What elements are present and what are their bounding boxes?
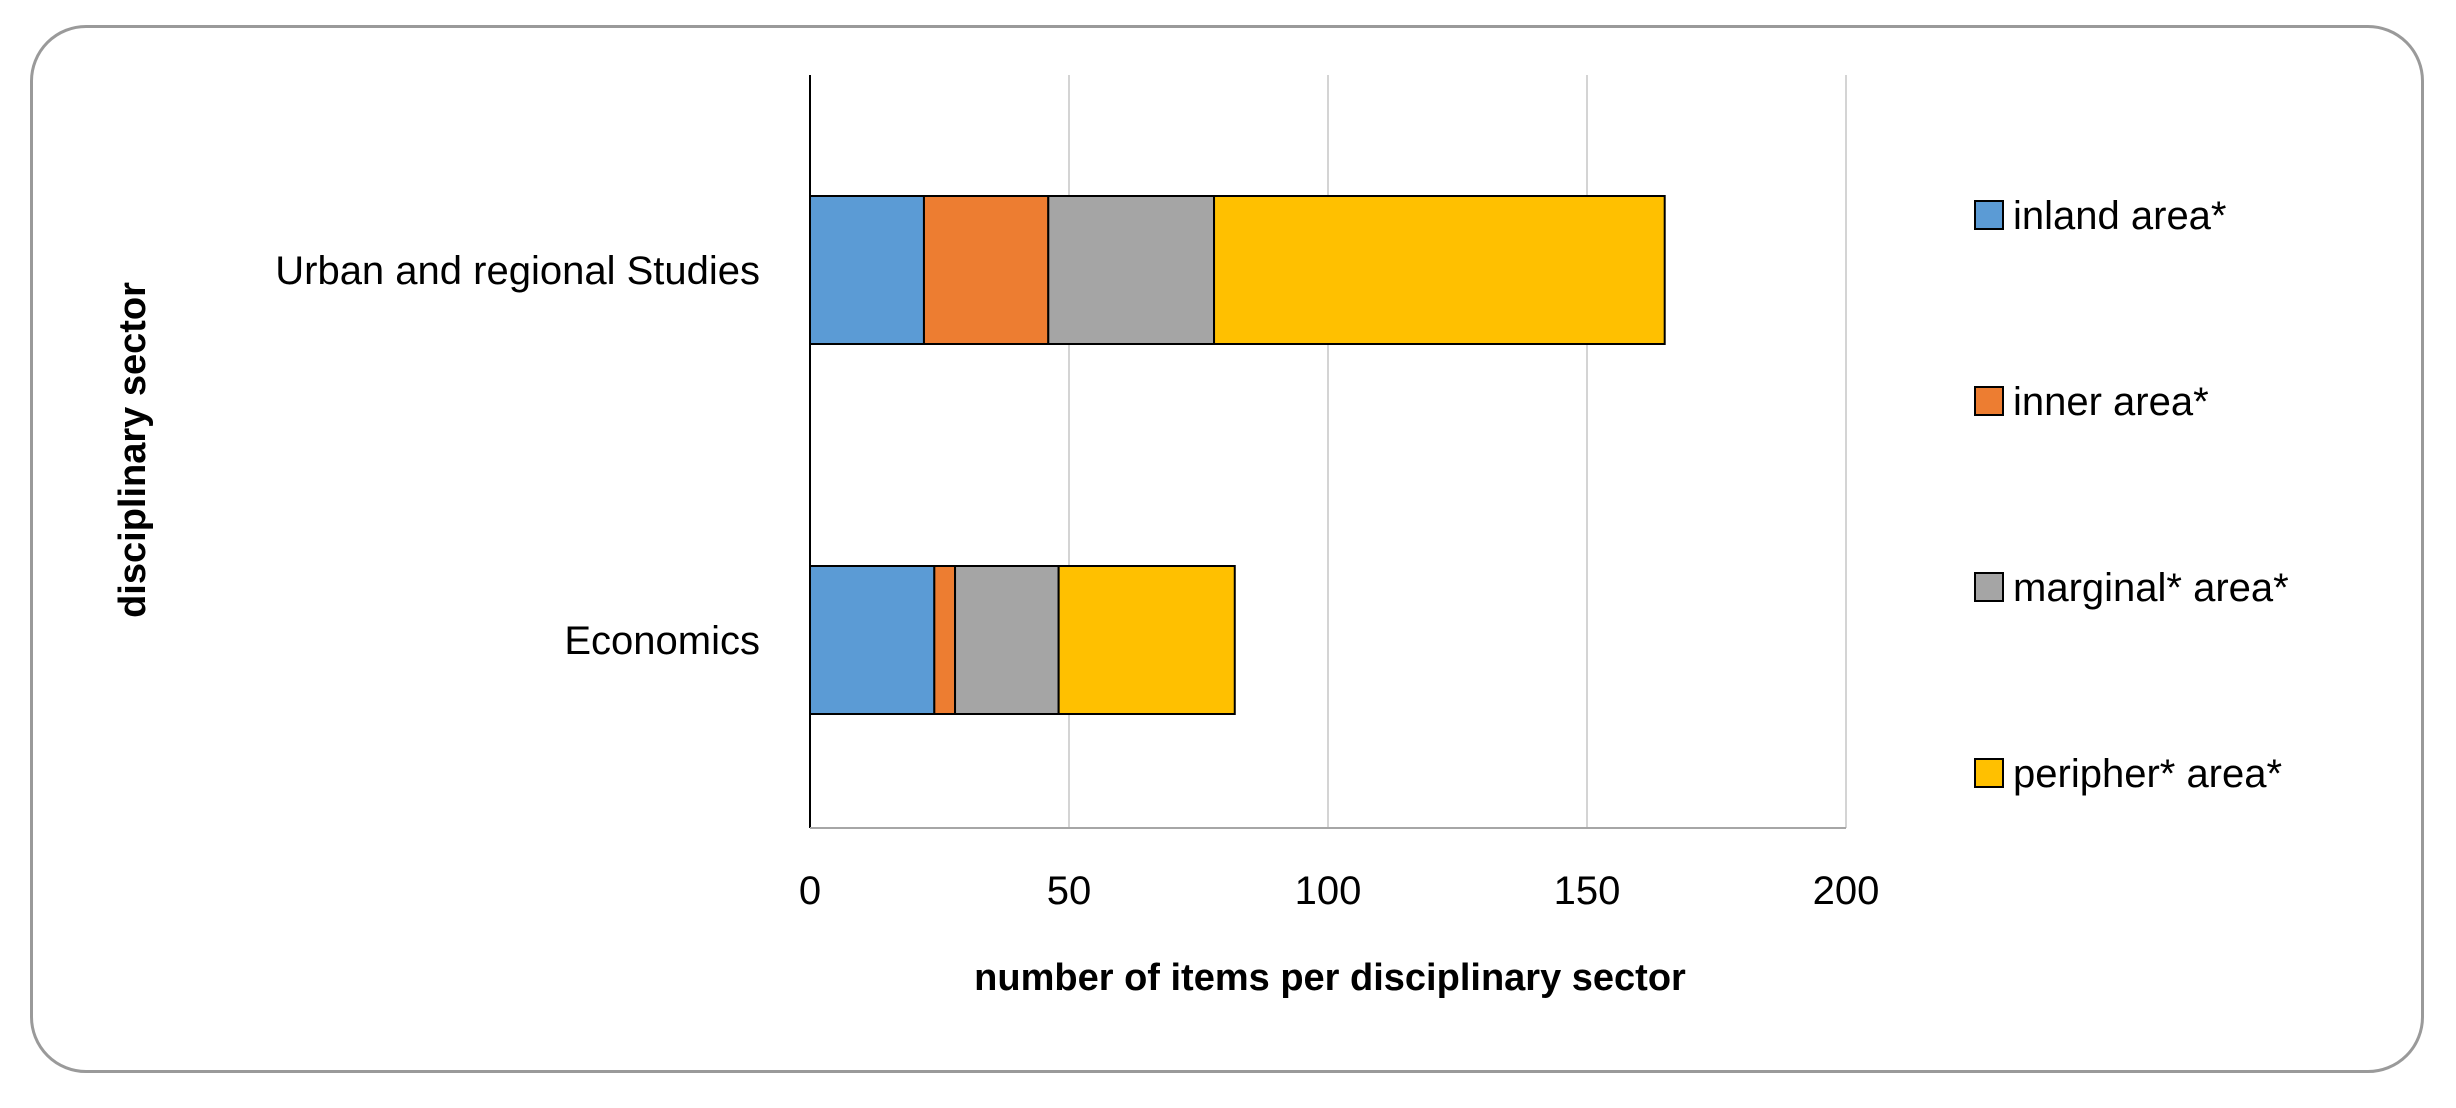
legend-label: marginal* area*: [2013, 566, 2289, 610]
legend-label: inner area*: [2013, 380, 2209, 424]
y-category-label: Urban and regional Studies: [275, 249, 760, 293]
bar-segment-2-3: [954, 565, 1060, 715]
gridlines: [1068, 75, 1847, 828]
legend-label: inland area*: [2013, 194, 2227, 238]
x-axis-title: number of items per disciplinary sector: [974, 957, 1686, 999]
x-tick-label: 50: [1047, 869, 1092, 913]
bar-segment-1-1: [809, 195, 925, 345]
legend-label: peripher* area*: [2013, 752, 2282, 796]
y-axis-title: disciplinary sector: [112, 282, 154, 618]
x-tick-label: 200: [1813, 869, 1880, 913]
x-tick-label: 150: [1554, 869, 1621, 913]
legend-swatch: [1974, 200, 2004, 230]
legend-swatch: [1974, 572, 2004, 602]
y-category-label: Economics: [564, 619, 760, 663]
bar-segment-1-2: [922, 195, 1050, 345]
legend-swatch: [1974, 758, 2004, 788]
bar-segment-1-4: [1213, 195, 1666, 345]
bar-segment-1-3: [1047, 195, 1216, 345]
legend-swatch: [1974, 386, 2004, 416]
axes: 0 50 100 150 200 Urban and regional Studies Ec…: [275, 75, 1879, 913]
legend: inland area* inner area* marginal* area* pe…: [1974, 194, 2289, 796]
bars: [809, 195, 1666, 715]
bar-segment-2-4: [1057, 565, 1236, 715]
bar-segment-2-2: [933, 565, 957, 715]
x-tick-label: 100: [1295, 869, 1362, 913]
x-tick-label: 0: [799, 869, 821, 913]
bar-segment-2-1: [809, 565, 936, 715]
